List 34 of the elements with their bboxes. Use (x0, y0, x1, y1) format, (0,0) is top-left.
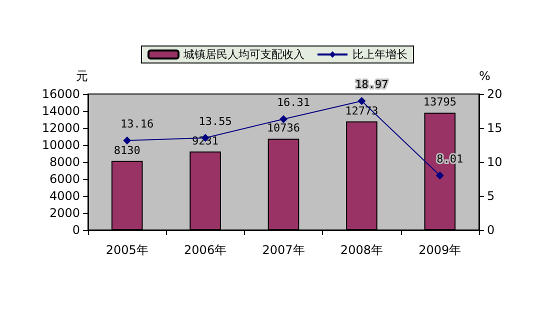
data-label: 13.16 (120, 118, 154, 131)
y-tick-label: 14000 (42, 104, 80, 118)
y-tick-label: 10000 (42, 138, 80, 152)
y-tick-label: 2000 (49, 206, 80, 220)
x-tick-label: 2007年 (262, 243, 305, 257)
y2-tick-label: 5 (487, 189, 495, 203)
y-tick-label: 12000 (42, 121, 80, 135)
x-tick-label: 2008年 (340, 243, 383, 257)
point (280, 115, 288, 124)
point (436, 172, 444, 180)
y-tick-label: 6000 (49, 172, 80, 186)
y2-tick-label: 20 (487, 87, 502, 101)
y-axis-title: 元 (76, 69, 88, 83)
y-tick-label: 4000 (49, 189, 80, 203)
y2-tick-label: 0 (487, 223, 495, 237)
data-label: 13.55 (198, 114, 232, 128)
data-label: 10736 (266, 122, 300, 135)
data-label: 16.31 (276, 96, 310, 110)
x-tick-label: 2005年 (106, 243, 148, 257)
legend-label: 城镇居民人均可支配收入 (182, 48, 304, 61)
x-tick-label: 2009年 (418, 243, 462, 257)
data-label: 8130 (114, 144, 140, 157)
y2-tick-label: 15 (487, 121, 502, 135)
data-label: 13795 (423, 96, 456, 109)
data-label: 18.97 (355, 78, 388, 92)
y-tick-label: 8000 (49, 155, 80, 169)
point (123, 136, 132, 145)
y-tick-label: 0 (72, 223, 80, 237)
y2-axis-title: % (479, 69, 490, 83)
y2-tick-label: 10 (487, 155, 502, 169)
x-tick-label: 2006年 (184, 243, 227, 257)
point (358, 97, 366, 106)
legend-label: 比上年增长 (352, 48, 408, 61)
y-tick-label: 16000 (42, 87, 80, 101)
